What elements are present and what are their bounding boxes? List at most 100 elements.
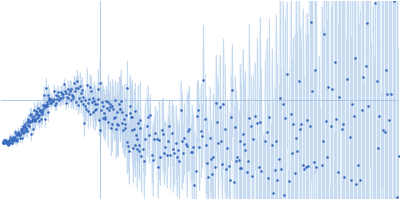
- Point: [273, 139, 279, 142]
- Point: [27, 114, 33, 117]
- Point: [360, 76, 366, 79]
- Point: [6, 141, 12, 144]
- Point: [7, 135, 14, 139]
- Point: [33, 116, 40, 120]
- Point: [36, 119, 42, 122]
- Point: [161, 151, 167, 155]
- Point: [98, 109, 104, 112]
- Point: [179, 139, 185, 143]
- Point: [50, 97, 57, 100]
- Point: [209, 173, 215, 176]
- Point: [396, 155, 400, 158]
- Point: [328, 125, 334, 128]
- Point: [46, 99, 52, 102]
- Point: [94, 97, 101, 100]
- Point: [54, 91, 61, 94]
- Point: [196, 146, 203, 149]
- Point: [329, 88, 336, 91]
- Point: [181, 137, 188, 140]
- Point: [348, 179, 354, 182]
- Point: [43, 103, 49, 107]
- Point: [130, 147, 136, 150]
- Point: [188, 150, 194, 153]
- Point: [21, 130, 28, 134]
- Point: [320, 140, 326, 143]
- Point: [300, 163, 306, 167]
- Point: [222, 127, 228, 130]
- Point: [34, 107, 41, 110]
- Point: [78, 91, 84, 94]
- Point: [121, 118, 127, 121]
- Point: [62, 102, 69, 105]
- Point: [168, 132, 175, 135]
- Point: [0, 141, 6, 144]
- Point: [2, 141, 8, 144]
- Point: [27, 121, 34, 124]
- Point: [33, 109, 39, 113]
- Point: [22, 128, 28, 131]
- Point: [6, 141, 13, 144]
- Point: [80, 96, 86, 99]
- Point: [28, 112, 34, 116]
- Point: [122, 122, 128, 126]
- Point: [305, 165, 311, 168]
- Point: [200, 78, 206, 81]
- Point: [352, 56, 358, 60]
- Point: [1, 141, 8, 144]
- Point: [290, 122, 297, 126]
- Point: [106, 109, 112, 112]
- Point: [137, 126, 144, 129]
- Point: [2, 138, 8, 141]
- Point: [138, 155, 145, 158]
- Point: [15, 132, 22, 135]
- Point: [88, 89, 94, 92]
- Point: [344, 77, 350, 80]
- Point: [102, 117, 108, 121]
- Point: [247, 124, 254, 127]
- Point: [18, 127, 24, 130]
- Point: [225, 164, 232, 167]
- Point: [76, 97, 82, 100]
- Point: [20, 126, 26, 129]
- Point: [257, 120, 263, 123]
- Point: [176, 159, 182, 162]
- Point: [24, 120, 30, 124]
- Point: [23, 126, 29, 129]
- Point: [0, 140, 6, 144]
- Point: [57, 97, 63, 100]
- Point: [38, 110, 44, 114]
- Point: [203, 143, 209, 147]
- Point: [101, 112, 107, 115]
- Point: [129, 128, 136, 132]
- Point: [175, 149, 181, 152]
- Point: [14, 133, 21, 136]
- Point: [42, 117, 48, 121]
- Point: [84, 110, 91, 113]
- Point: [136, 143, 142, 147]
- Point: [256, 165, 262, 168]
- Point: [1, 139, 7, 142]
- Point: [185, 130, 191, 133]
- Point: [154, 137, 160, 140]
- Point: [60, 96, 67, 99]
- Point: [280, 103, 286, 106]
- Point: [22, 122, 29, 125]
- Point: [150, 158, 156, 162]
- Point: [94, 102, 100, 106]
- Point: [65, 96, 72, 99]
- Point: [114, 110, 120, 113]
- Point: [39, 112, 46, 116]
- Point: [68, 99, 74, 102]
- Point: [237, 139, 243, 143]
- Point: [127, 112, 134, 115]
- Point: [298, 123, 305, 126]
- Point: [270, 192, 276, 195]
- Point: [350, 114, 357, 117]
- Point: [30, 118, 37, 121]
- Point: [62, 89, 68, 93]
- Point: [235, 158, 242, 162]
- Point: [58, 96, 64, 100]
- Point: [133, 133, 139, 136]
- Point: [59, 92, 65, 95]
- Point: [6, 138, 12, 142]
